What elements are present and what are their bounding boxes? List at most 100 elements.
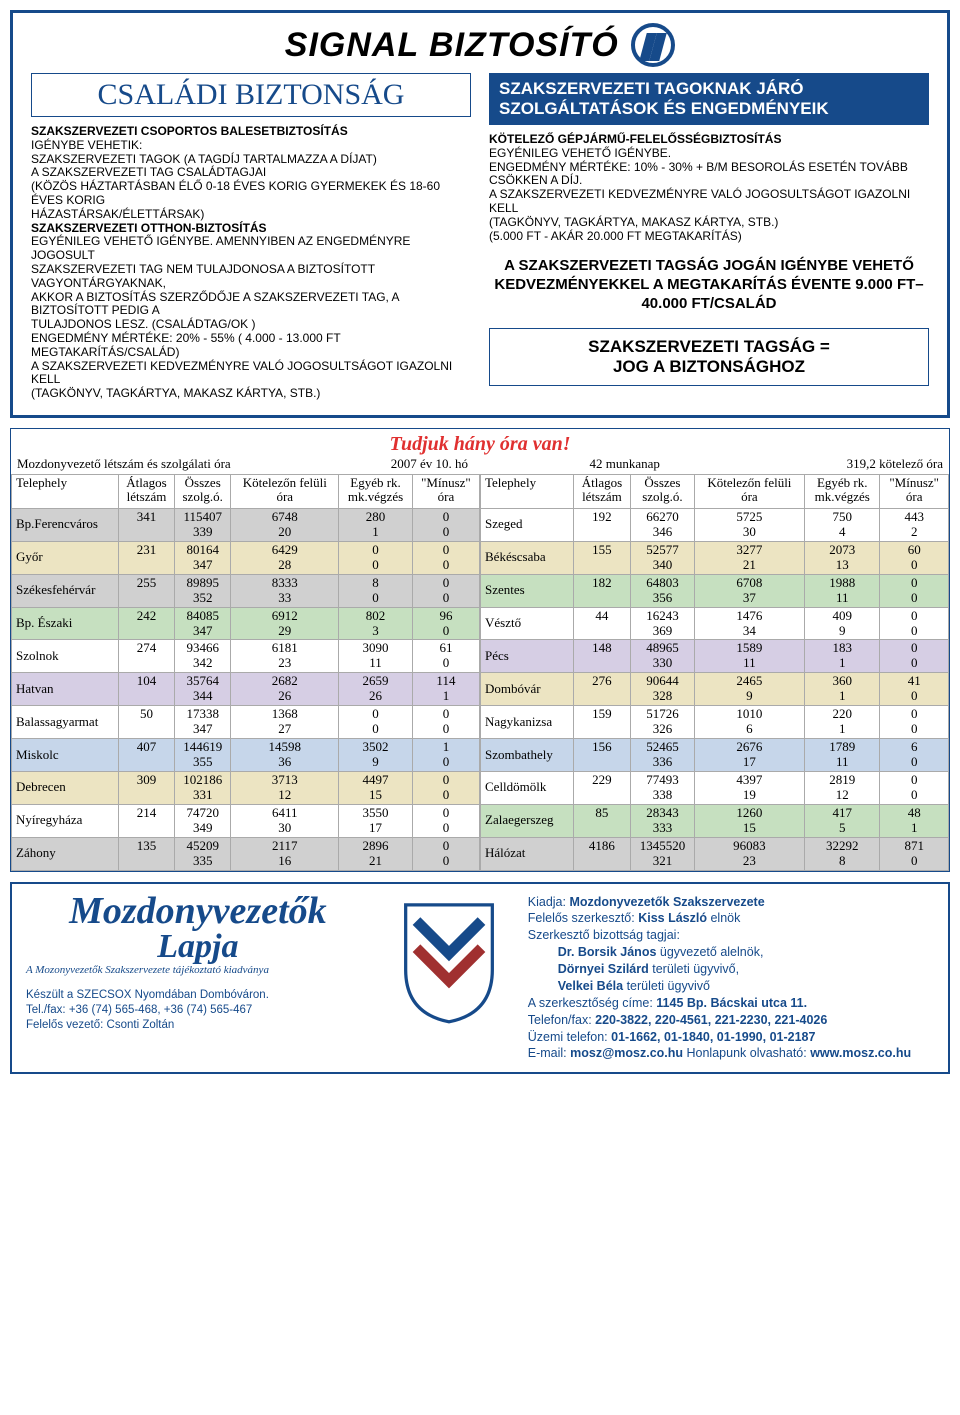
fr4: Dr. Borsik János bbox=[558, 945, 660, 959]
fr8b: 220-3822, 220-4561, 221-2230, 221-4026 bbox=[595, 1013, 827, 1027]
value-cell: 410 bbox=[880, 673, 949, 706]
left-column: CSALÁDI BIZTONSÁG SZAKSZERVEZETI CSOPORT… bbox=[31, 73, 471, 401]
col-header: Telephely bbox=[12, 474, 119, 508]
pub-title-1: Mozdonyvezetők bbox=[69, 890, 327, 932]
value-cell: 16243369 bbox=[631, 607, 695, 640]
table-row: Vésztő44 16243369147634409900 bbox=[481, 607, 949, 640]
value-cell: 136827 bbox=[231, 706, 339, 739]
value-cell: 159 bbox=[573, 706, 630, 739]
value-cell: 158911 bbox=[694, 640, 804, 673]
left-l10: ENGEDMÉNY MÉRTÉKE: 20% - 55% ( 4.000 - 1… bbox=[31, 331, 340, 359]
value-cell: 48965330 bbox=[631, 640, 695, 673]
value-cell: 309011 bbox=[339, 640, 413, 673]
fr1: Kiadja: bbox=[528, 895, 570, 909]
value-cell: 355017 bbox=[339, 804, 413, 837]
table-row: Békéscsaba155 52577340327721207313600 bbox=[481, 541, 949, 574]
col-header: Átlagoslétszám bbox=[118, 474, 174, 508]
value-cell: 115407339 bbox=[175, 508, 231, 541]
site-cell: Szeged bbox=[481, 508, 574, 541]
value-cell: 45209335 bbox=[175, 837, 231, 870]
fr5: Dörnyei Szilárd bbox=[558, 962, 652, 976]
fr7: A szerkesztőség címe: bbox=[528, 996, 657, 1010]
table-row: Zalaegerszeg85 283433331260154175481 bbox=[481, 804, 949, 837]
value-cell: 960 bbox=[412, 607, 479, 640]
col-header: "Mínusz"óra bbox=[880, 474, 949, 508]
value-cell: 60 bbox=[880, 739, 949, 772]
table-row: Szeged192 6627034657253075044432 bbox=[481, 508, 949, 541]
value-cell: 371312 bbox=[231, 771, 339, 804]
value-cell: 00 bbox=[880, 607, 949, 640]
right-box-l2: JOG A BIZTONSÁGHOZ bbox=[613, 357, 805, 376]
value-cell: 274 bbox=[118, 640, 174, 673]
site-cell: Székesfehérvár bbox=[12, 574, 119, 607]
value-cell: 84085347 bbox=[175, 607, 231, 640]
right-l3: A SZAKSZERVEZETI KEDVEZMÉNYRE VALÓ JOGOS… bbox=[489, 187, 910, 215]
value-cell: 89895352 bbox=[175, 574, 231, 607]
left-l7: SZAKSZERVEZETI TAG NEM TULAJDONOSA A BIZ… bbox=[31, 262, 375, 290]
right-box: SZAKSZERVEZETI TAGSÁG = JOG A BIZTONSÁGH… bbox=[489, 328, 929, 386]
table-meta: Mozdonyvezető létszám és szolgálati óra … bbox=[11, 456, 949, 474]
fr2c: elnök bbox=[710, 911, 740, 925]
value-cell: 229 bbox=[573, 771, 630, 804]
footer-logo bbox=[384, 894, 514, 1063]
site-cell: Pécs bbox=[481, 640, 574, 673]
value-cell: 674820 bbox=[231, 508, 339, 541]
pub-resp: Felelős vezető: Csonti Zoltán bbox=[26, 1019, 174, 1031]
table-row: Nyíregyháza214 7472034964113035501700 bbox=[12, 804, 480, 837]
table-row: Szombathely156 5246533626761717891160 bbox=[481, 739, 949, 772]
value-cell: 44 bbox=[573, 607, 630, 640]
value-cell: 102186331 bbox=[175, 771, 231, 804]
value-cell: 242 bbox=[118, 607, 174, 640]
value-cell: 618123 bbox=[231, 640, 339, 673]
value-cell: 10106 bbox=[694, 706, 804, 739]
value-cell: 51726326 bbox=[631, 706, 695, 739]
right-title-box: SZAKSZERVEZETI TAGOKNAK JÁRÓ SZOLGÁLTATÁ… bbox=[489, 73, 929, 125]
value-cell: 449715 bbox=[339, 771, 413, 804]
value-cell: 24659 bbox=[694, 673, 804, 706]
value-cell: 00 bbox=[339, 541, 413, 574]
value-cell: 407 bbox=[118, 739, 174, 772]
right-column: SZAKSZERVEZETI TAGOKNAK JÁRÓ SZOLGÁLTATÁ… bbox=[489, 73, 929, 401]
value-cell: 00 bbox=[880, 574, 949, 607]
value-cell: 00 bbox=[880, 640, 949, 673]
value-cell: 281912 bbox=[805, 771, 880, 804]
value-cell: 1141 bbox=[412, 673, 479, 706]
table-row: Szentes182 6480335667083719881100 bbox=[481, 574, 949, 607]
value-cell: 289621 bbox=[339, 837, 413, 870]
value-cell: 77493338 bbox=[631, 771, 695, 804]
value-cell: 8710 bbox=[880, 837, 949, 870]
value-cell: 481 bbox=[880, 804, 949, 837]
insurance-ad-box: SIGNAL BIZTOSÍTÓ CSALÁDI BIZTONSÁG SZAKS… bbox=[10, 10, 950, 418]
left-l6: EGYÉNILEG VEHETŐ IGÉNYBE. AMENNYIBEN AZ … bbox=[31, 234, 410, 262]
value-cell: 156 bbox=[573, 739, 630, 772]
value-cell: 322928 bbox=[805, 837, 880, 870]
value-cell: 833333 bbox=[231, 574, 339, 607]
data-table-right: TelephelyÁtlagoslétszámÖsszesszolg.ó.Köt… bbox=[480, 474, 949, 871]
value-cell: 231 bbox=[118, 541, 174, 574]
col-header: Összesszolg.ó. bbox=[175, 474, 231, 508]
value-cell: 00 bbox=[412, 508, 479, 541]
brand-row: SIGNAL BIZTOSÍTÓ bbox=[31, 23, 929, 67]
value-cell: 147634 bbox=[694, 607, 804, 640]
value-cell: 9608323 bbox=[694, 837, 804, 870]
value-cell: 4099 bbox=[805, 607, 880, 640]
table-row: Dombóvár276 90644328246593601410 bbox=[481, 673, 949, 706]
publication-title: Mozdonyvezetők Lapja bbox=[26, 894, 370, 963]
col-header: Egyéb rk.mk.végzés bbox=[805, 474, 880, 508]
value-cell: 144619355 bbox=[175, 739, 231, 772]
value-cell: 2201 bbox=[805, 706, 880, 739]
table-row: Bp. Északi242 840853476912298023960 bbox=[12, 607, 480, 640]
fr8: Telefon/fax: bbox=[528, 1013, 595, 1027]
value-cell: 309 bbox=[118, 771, 174, 804]
col-header: Átlagoslétszám bbox=[573, 474, 630, 508]
fr1b: Mozdonyvezetők Szakszervezete bbox=[569, 895, 764, 909]
value-cell: 691229 bbox=[231, 607, 339, 640]
table-row: Balassagyarmat50 173383471368270000 bbox=[12, 706, 480, 739]
table-row: Pécs148 48965330158911183100 bbox=[481, 640, 949, 673]
value-cell: 439719 bbox=[694, 771, 804, 804]
value-cell: 66270346 bbox=[631, 508, 695, 541]
right-box-l1: SZAKSZERVEZETI TAGSÁG = bbox=[588, 337, 830, 356]
site-cell: Szentes bbox=[481, 574, 574, 607]
site-cell: Celldömölk bbox=[481, 771, 574, 804]
fr5b: területi ügyvivő, bbox=[652, 962, 739, 976]
